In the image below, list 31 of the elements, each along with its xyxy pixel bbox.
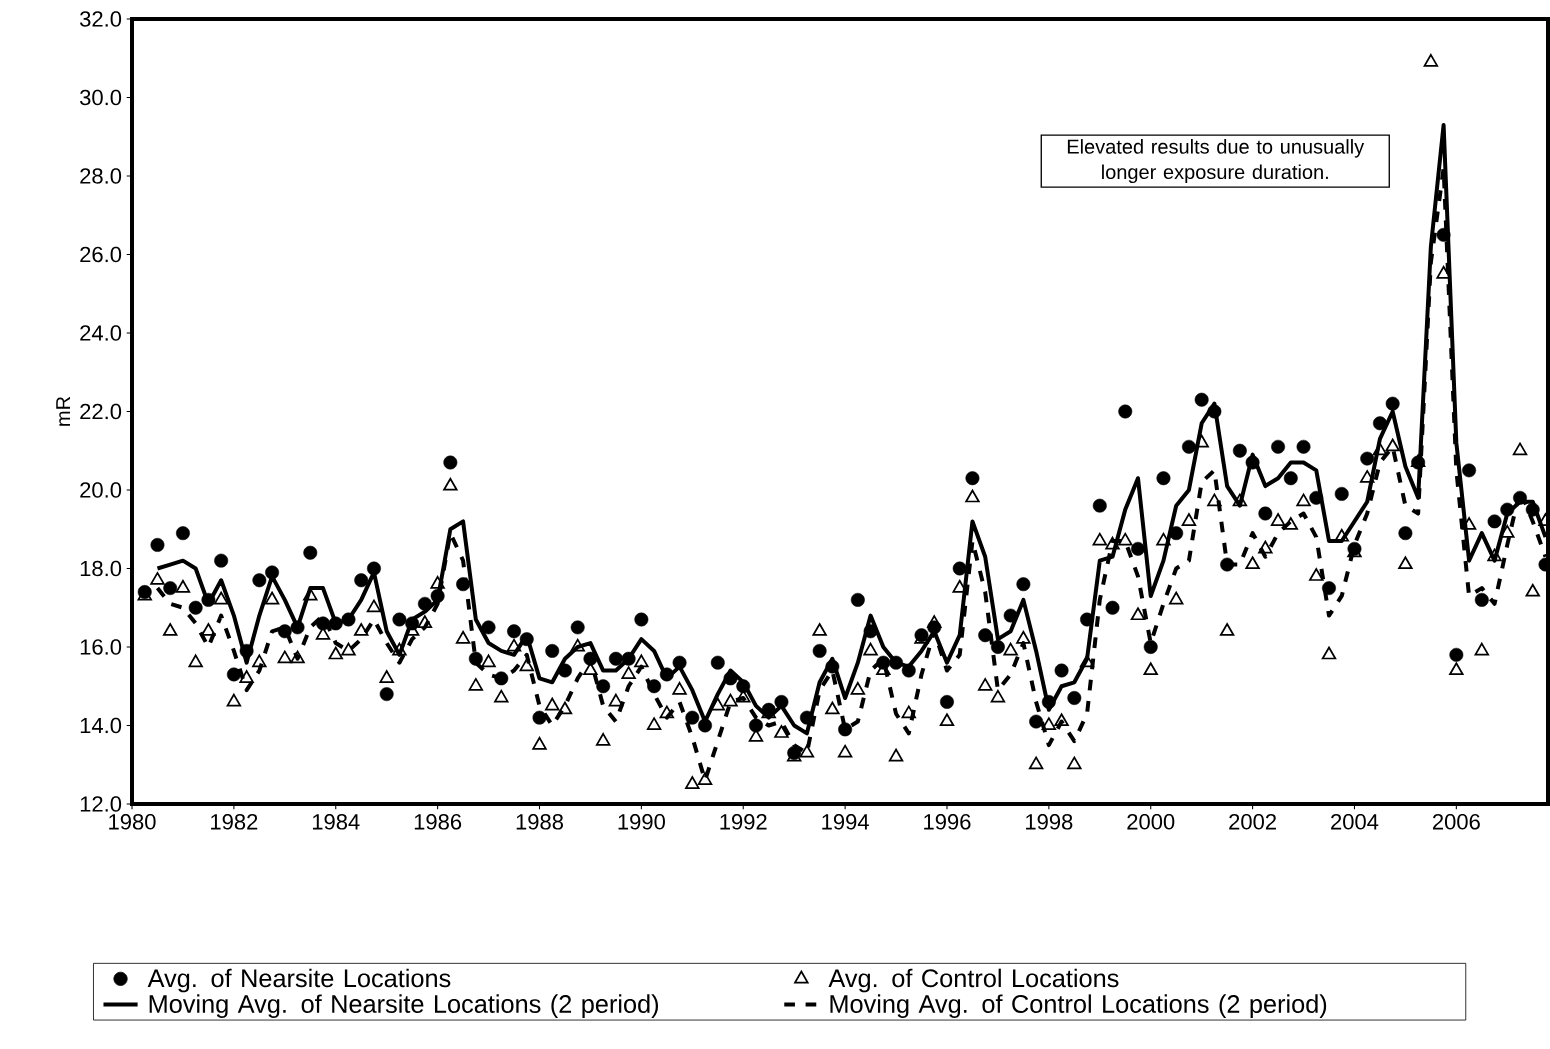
- legend-label: Moving Avg. of Nearsite Locations (2 period): [149, 994, 659, 1018]
- legend-label: Avg. of Control Locations: [828, 968, 1119, 993]
- x-tick-label: 1984: [312, 814, 360, 830]
- y-axis-title: mR: [56, 396, 70, 426]
- y-tick-label: 26.0: [80, 246, 122, 263]
- x-tick-label: 2006: [1432, 814, 1480, 830]
- x-tick-label: 1994: [822, 814, 869, 830]
- y-tick-label: 28.0: [80, 168, 122, 184]
- y-tick-label: 22.0: [80, 403, 122, 420]
- y-tick-label: 16.0: [80, 639, 122, 655]
- x-tick-label: 1996: [924, 814, 971, 830]
- x-tick-label: 1992: [720, 814, 767, 830]
- x-tick-label: 1982: [211, 814, 258, 830]
- x-tick-label: 2002: [1229, 814, 1276, 830]
- x-tick-label: 1990: [618, 814, 665, 830]
- y-tick-label: 18.0: [80, 560, 122, 577]
- y-tick-label: 24.0: [80, 325, 122, 341]
- x-tick-label: 2000: [1127, 814, 1175, 830]
- x-tick-label: 1980: [109, 814, 156, 830]
- annotation: Elevated results due to unusually longer exposure duration.: [1067, 139, 1365, 184]
- y-tick-label: 30.0: [80, 89, 122, 106]
- x-tick-label: 1998: [1026, 814, 1073, 830]
- x-tick-label: 1988: [516, 814, 563, 830]
- y-tick-label: 14.0: [80, 717, 122, 734]
- y-tick-label: 20.0: [80, 482, 122, 498]
- legend-label: Moving Avg. of Control Locations (2 period): [830, 994, 1327, 1018]
- y-tick-label: 32.0: [80, 11, 122, 27]
- x-tick-label: 1986: [414, 814, 462, 830]
- x-tick-label: 2004: [1331, 814, 1379, 830]
- legend-label: Avg. of Nearsite Locations: [147, 968, 451, 993]
- y-tick-label: 12.0: [80, 796, 122, 812]
